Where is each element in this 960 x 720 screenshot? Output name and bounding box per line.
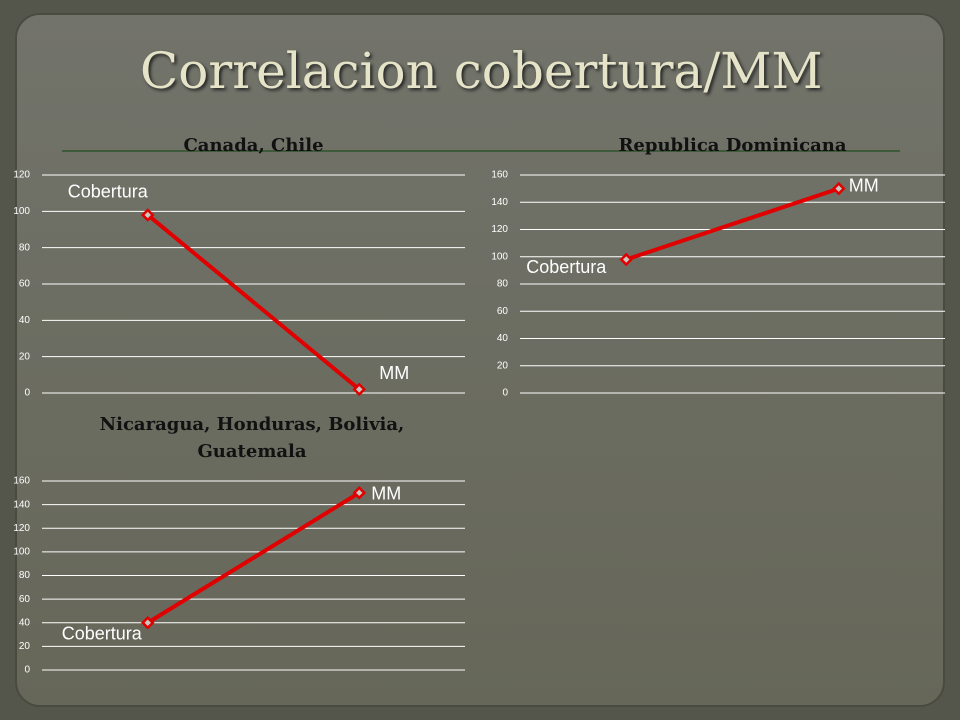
point-label: Cobertura	[68, 182, 149, 202]
data-point	[619, 252, 634, 267]
y-tick-label: 0	[24, 665, 30, 676]
y-tick-label: 40	[497, 333, 509, 344]
y-tick-label: 120	[13, 170, 30, 181]
data-line	[146, 491, 361, 625]
y-tick-label: 20	[19, 641, 31, 652]
data-point	[140, 208, 155, 222]
y-tick-label: 60	[497, 306, 509, 317]
data-point	[352, 486, 367, 500]
y-tick-label: 20	[19, 351, 31, 362]
chart-title: Nicaragua, Honduras, Bolivia, Guatemala	[99, 414, 405, 462]
data-line	[625, 186, 840, 262]
y-tick-label: 0	[502, 388, 508, 399]
chart-title: Canada, Chile	[183, 135, 324, 156]
y-tick-label: 100	[13, 547, 30, 558]
chart-title: Republica Dominicana	[618, 135, 847, 156]
y-tick-label: 80	[19, 242, 31, 253]
slide-title: Correlacion cobertura/MM	[140, 42, 823, 100]
point-label: MM	[849, 175, 879, 195]
y-tick-label: 60	[19, 594, 31, 605]
point-label: MM	[371, 484, 401, 504]
y-tick-label: 80	[497, 279, 509, 290]
y-tick-label: 120	[491, 224, 508, 235]
data-point	[140, 615, 155, 630]
point-label: Cobertura	[62, 624, 143, 644]
y-tick-label: 60	[19, 279, 31, 290]
data-point	[831, 181, 846, 196]
y-tick-label: 140	[13, 499, 30, 510]
y-tick-label: 120	[13, 523, 30, 534]
y-tick-label: 40	[19, 315, 31, 326]
y-tick-label: 100	[491, 251, 508, 262]
point-label: MM	[379, 363, 409, 383]
point-label: Cobertura	[526, 257, 607, 277]
slide-panel	[15, 13, 945, 707]
y-tick-label: 160	[491, 170, 508, 181]
y-tick-label: 140	[491, 197, 508, 208]
y-tick-label: 20	[497, 360, 509, 371]
data-line	[146, 213, 361, 391]
y-tick-label: 40	[19, 617, 31, 628]
y-tick-label: 0	[24, 388, 30, 399]
y-tick-label: 80	[19, 570, 31, 581]
y-tick-label: 160	[13, 476, 30, 487]
data-point	[352, 382, 367, 397]
y-tick-label: 100	[13, 206, 30, 217]
